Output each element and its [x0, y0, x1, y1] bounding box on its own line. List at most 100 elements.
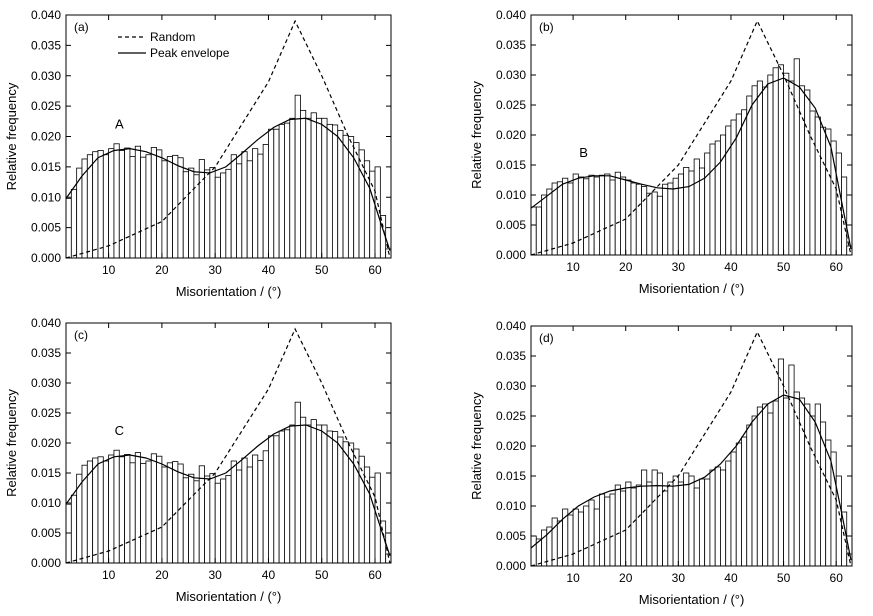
histogram-bar — [268, 128, 275, 259]
y-tick-label: 0.010 — [496, 188, 526, 202]
y-tick-label: 0.020 — [496, 128, 526, 142]
histogram-bar — [593, 176, 600, 256]
histogram-bar — [289, 424, 296, 564]
histogram-bar — [97, 456, 104, 564]
histogram-bar — [124, 453, 131, 564]
histogram-bar — [337, 436, 344, 564]
histogram-bar — [262, 143, 269, 259]
histogram-bar — [641, 469, 648, 567]
histogram-bar — [337, 130, 344, 259]
histogram-bar — [804, 89, 811, 256]
histogram-bar — [150, 453, 157, 564]
histogram-bar — [220, 478, 227, 564]
histogram-bar — [730, 451, 737, 567]
histogram-bars — [65, 94, 392, 259]
histogram-bar — [230, 154, 237, 259]
peak-envelope-curve — [530, 394, 852, 561]
x-tick-label: 60 — [830, 260, 844, 274]
histogram-bar — [777, 358, 784, 567]
histogram-bar — [656, 195, 663, 256]
histogram-bar — [683, 472, 690, 567]
histogram-bar — [65, 198, 72, 259]
histogram-bar — [241, 457, 248, 564]
y-tick-label: 0.015 — [496, 158, 526, 172]
histogram-bar — [188, 167, 195, 259]
histogram-bar — [310, 419, 317, 564]
histogram-bar — [97, 150, 104, 259]
histogram-bar — [331, 431, 339, 564]
panel-d: 10 20 30 40 50 60 0.000 0.005 0.010 0.015 0.020 0.0… — [469, 319, 853, 607]
histogram-bar — [567, 182, 574, 256]
x-tick-label: 60 — [368, 263, 382, 277]
histogram-bar — [820, 126, 827, 256]
histogram-bar — [108, 148, 115, 259]
histogram-bar — [662, 183, 669, 256]
y-tick-label: 0.000 — [496, 248, 526, 262]
histogram-bar — [156, 149, 163, 259]
histogram-bar — [646, 481, 653, 567]
histogram-bar — [321, 117, 328, 259]
histogram-bar — [108, 454, 115, 564]
histogram-bar — [820, 421, 827, 567]
histogram-bar — [252, 148, 259, 259]
histogram-bar — [735, 442, 742, 567]
histogram-bar — [825, 128, 832, 256]
histogram-bar — [583, 178, 590, 256]
histogram-bar — [204, 475, 211, 564]
histogram-bar — [677, 173, 685, 256]
histogram-bar — [767, 74, 774, 256]
y-tick-label: 0.025 — [496, 98, 526, 112]
y-tick-label: 0.025 — [31, 406, 61, 420]
y-tick-label: 0.000 — [31, 556, 61, 570]
histogram-bar — [604, 173, 611, 256]
histogram-bar — [693, 487, 700, 567]
histogram-bar — [310, 112, 317, 259]
histogram-bar — [342, 134, 349, 259]
histogram-bar — [177, 157, 184, 259]
histogram-bar — [620, 490, 627, 567]
legend: Random Peak envelope — [118, 30, 230, 60]
y-tick-label: 0.005 — [496, 218, 526, 232]
histogram-bar — [693, 158, 700, 256]
histogram-bar — [140, 156, 147, 259]
histogram-bar — [172, 461, 179, 564]
histogram-bar — [225, 168, 232, 259]
histogram-bar — [751, 415, 758, 567]
x-tick-label: 10 — [102, 263, 116, 277]
histogram-bar — [809, 110, 816, 256]
histogram-bar — [172, 154, 179, 259]
histogram-bar — [556, 181, 563, 256]
histogram-bar — [604, 496, 611, 567]
histogram-bar — [714, 140, 721, 256]
histogram-bar — [577, 511, 585, 567]
y-axis-title: Relative frequency — [469, 81, 484, 189]
histogram-bar — [556, 520, 563, 567]
y-axis-title: Relative frequency — [469, 392, 484, 500]
random-curve — [65, 19, 391, 259]
histogram-bar — [273, 435, 280, 564]
histogram-bar — [809, 415, 816, 567]
y-tick-label: 0.005 — [31, 221, 61, 235]
histogram-bar — [369, 476, 376, 564]
x-tick-label: 40 — [724, 571, 738, 585]
histogram-bar — [316, 424, 323, 564]
y-tick-label: 0.005 — [496, 529, 526, 543]
histogram-bar — [198, 159, 205, 259]
x-tick-label: 50 — [777, 260, 791, 274]
x-tick-label: 40 — [724, 260, 738, 274]
histogram-bar — [166, 462, 173, 564]
histogram-bar — [268, 435, 275, 564]
histogram-bar — [182, 477, 189, 564]
y-tick-label: 0.020 — [496, 439, 526, 453]
y-tick-label: 0.035 — [31, 346, 61, 360]
histogram-bar — [284, 429, 291, 564]
panel-a: 10 20 30 40 50 60 0.000 0.005 0.010 0.015 0.020 0.0… — [4, 8, 392, 299]
histogram-bar — [688, 475, 695, 567]
histogram-bar — [609, 179, 616, 256]
histogram-bar — [646, 192, 653, 256]
histogram-bar — [562, 177, 569, 256]
histogram-bar — [241, 151, 248, 259]
histogram-bar — [252, 454, 259, 564]
histogram-bar — [92, 151, 99, 259]
histogram-bar — [134, 452, 141, 564]
